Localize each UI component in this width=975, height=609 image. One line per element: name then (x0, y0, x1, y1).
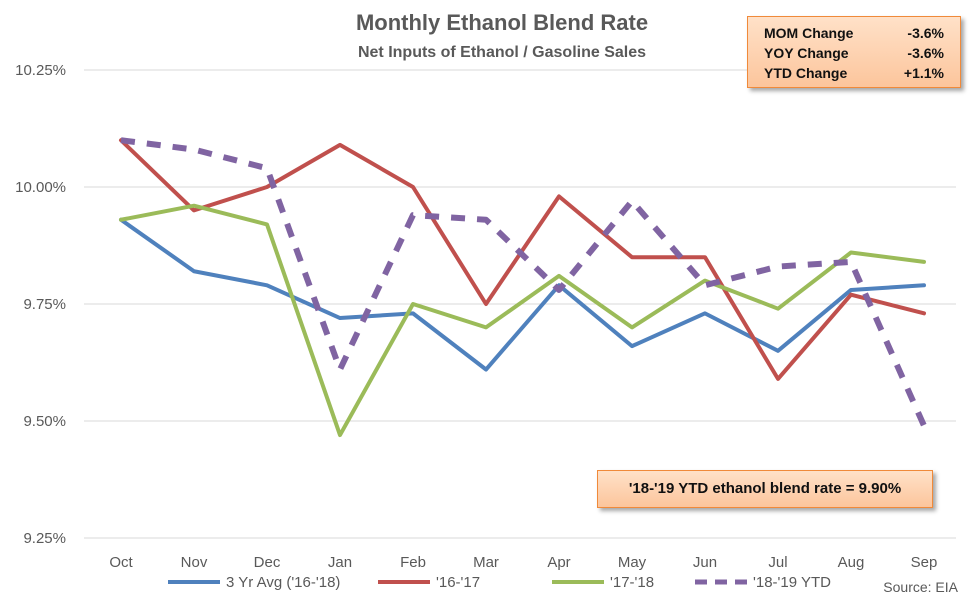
x-tick-label: Jul (768, 554, 787, 571)
y-axis: 9.25% 9.50% 9.75% 10.00% 10.25% (15, 62, 66, 547)
blend-rate-annotation: '18-'19 YTD ethanol blend rate = 9.90% (597, 470, 933, 508)
y-tick-label: 10.25% (15, 62, 66, 79)
x-tick-label: Aug (838, 554, 865, 571)
stats-value: -3.6% (907, 45, 944, 61)
stats-row-yoy: YOY Change -3.6% (764, 43, 944, 63)
legend-label: '18-'19 YTD (753, 574, 831, 591)
legend: 3 Yr Avg ('16-'18) '16-'17 '17-'18 '18-'19 … (168, 574, 831, 591)
stats-value: -3.6% (907, 25, 944, 41)
x-tick-label: Nov (181, 554, 208, 571)
x-axis: Oct Nov Dec Jan Feb Mar Apr May Jun Jul Aug Sep (109, 554, 937, 571)
series-line (119, 203, 926, 438)
x-tick-label: Dec (254, 554, 281, 571)
y-tick-label: 9.25% (23, 530, 66, 547)
stats-value: +1.1% (903, 65, 944, 81)
legend-label: 3 Yr Avg ('16-'18) (226, 574, 340, 591)
x-tick-label: Oct (109, 554, 133, 571)
x-tick-label: Apr (547, 554, 570, 571)
series-lines (119, 137, 927, 438)
series-line (120, 137, 927, 427)
stats-label: YTD Change (764, 65, 848, 81)
stats-row-mom: MOM Change -3.6% (764, 23, 944, 43)
y-tick-label: 9.50% (23, 413, 66, 430)
legend-label: '17-'18 (610, 574, 654, 591)
legend-label: '16-'17 (436, 574, 480, 591)
x-tick-label: Jun (693, 554, 717, 571)
y-tick-label: 9.75% (23, 296, 66, 313)
x-tick-label: Jan (328, 554, 352, 571)
series-line (119, 217, 926, 372)
x-tick-label: Mar (473, 554, 499, 571)
source-note: Source: EIA (883, 579, 958, 595)
x-tick-label: Feb (400, 554, 426, 571)
x-tick-label: Sep (911, 554, 938, 571)
stats-label: YOY Change (764, 45, 849, 61)
y-tick-label: 10.00% (15, 179, 66, 196)
series-line (119, 138, 926, 381)
change-stats-box: MOM Change -3.6% YOY Change -3.6% YTD Ch… (747, 16, 961, 88)
chart-subtitle: Net Inputs of Ethanol / Gasoline Sales (358, 44, 646, 61)
chart-title: Monthly Ethanol Blend Rate (356, 10, 648, 35)
stats-label: MOM Change (764, 25, 854, 41)
stats-row-ytd: YTD Change +1.1% (764, 63, 944, 83)
x-tick-label: May (618, 554, 647, 571)
